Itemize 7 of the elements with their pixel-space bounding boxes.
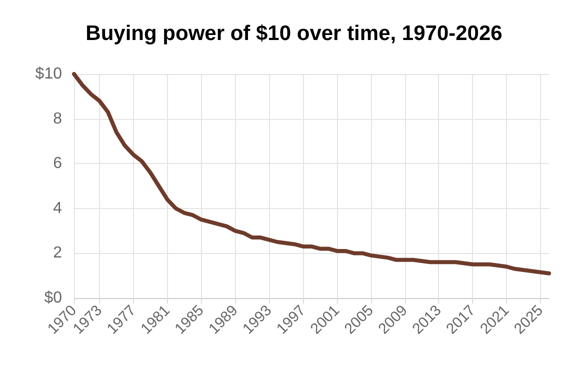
y-tick-label: 4 xyxy=(53,200,62,217)
chart-title: Buying power of $10 over time, 1970-2026 xyxy=(86,22,502,45)
y-tick-label: $0 xyxy=(44,290,62,306)
y-tick-label: 8 xyxy=(53,110,62,128)
y-tick-label: $10 xyxy=(35,66,62,82)
y-tick-label: 2 xyxy=(53,244,62,262)
y-tick-label: 6 xyxy=(53,155,62,172)
